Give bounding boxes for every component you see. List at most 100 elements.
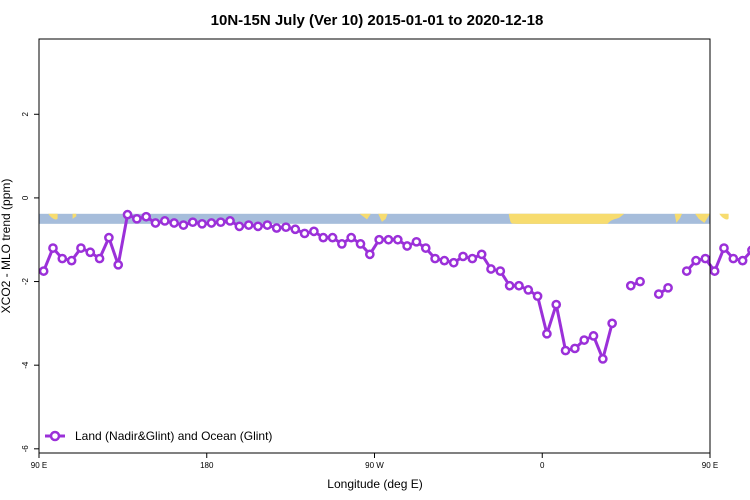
x-tick-label: 90 E — [702, 461, 718, 470]
data-point — [392, 234, 403, 245]
data-point — [346, 232, 357, 243]
data-point — [66, 255, 77, 266]
data-point — [355, 239, 366, 249]
data-point — [141, 211, 152, 222]
x-axis-title: Longitude (deg E) — [327, 477, 422, 491]
data-point — [542, 328, 552, 339]
x-tick-label: 180 — [200, 461, 214, 470]
data-point — [206, 218, 217, 228]
data-point — [448, 257, 459, 268]
x-axis: 90 E 180 90 W 0 90 E — [31, 453, 718, 470]
chart-title: 10N-15N July (Ver 10) 2015-01-01 to 2020… — [211, 12, 544, 29]
data-point — [327, 232, 338, 243]
data-point — [709, 266, 720, 276]
x-tick-label: 90 E — [31, 461, 47, 470]
data-point — [514, 280, 524, 291]
data-point — [402, 241, 412, 251]
data-point — [579, 335, 590, 345]
data-point — [234, 221, 245, 232]
series-line — [685, 246, 750, 273]
data-point — [262, 220, 273, 230]
land-shape — [508, 213, 625, 224]
data-point — [663, 282, 673, 293]
y-tick-label: -6 — [21, 445, 30, 453]
data-point — [653, 289, 664, 299]
data-point — [85, 247, 96, 258]
data-point — [504, 280, 515, 291]
legend-marker-swatch — [49, 430, 61, 442]
data-point — [495, 266, 506, 276]
data-point — [523, 285, 534, 295]
data-point — [299, 228, 310, 239]
data-point — [458, 251, 468, 262]
data-point — [225, 216, 235, 226]
land-shape — [378, 213, 388, 222]
land-shape — [48, 213, 58, 220]
data-point — [337, 239, 347, 249]
data-point — [476, 249, 487, 260]
data-point — [309, 226, 319, 237]
data-point — [281, 222, 291, 233]
land-shape — [674, 213, 683, 223]
data-point — [467, 253, 478, 264]
y-tick-label: -2 — [21, 277, 30, 285]
y-axis-title: XCO2 - MLO trend (ppm) — [0, 179, 13, 314]
data-point — [551, 299, 562, 310]
data-point — [719, 243, 729, 253]
y-tick-label: 0 — [21, 195, 30, 200]
data-point — [383, 234, 394, 245]
data-point — [411, 236, 422, 247]
x-tick-label: 90 W — [365, 461, 384, 470]
land-ocean-band — [39, 213, 729, 224]
data-point — [439, 255, 450, 266]
data-point — [486, 264, 496, 274]
data-point — [197, 218, 207, 229]
data-point — [374, 234, 385, 245]
legend-label: Land (Nadir&Glint) and Ocean (Glint) — [75, 429, 272, 443]
data-point — [420, 243, 431, 253]
legend: Land (Nadir&Glint) and Ocean (Glint) — [45, 429, 272, 443]
x-tick-label: 0 — [540, 461, 545, 470]
data-point — [597, 354, 608, 364]
data-point — [178, 220, 189, 230]
data-point — [364, 249, 375, 260]
land-shape — [719, 213, 729, 220]
data-point — [737, 255, 748, 266]
data-point — [681, 266, 692, 276]
land-shape — [72, 213, 77, 219]
data-point — [159, 216, 170, 226]
data-point — [691, 255, 701, 266]
data-point — [625, 280, 636, 291]
y-tick-label: 2 — [21, 111, 30, 116]
land-shape — [359, 213, 371, 220]
data-point — [57, 253, 68, 264]
data-point — [94, 253, 105, 264]
data-point — [607, 318, 617, 329]
data-point — [588, 331, 599, 341]
data-point — [430, 253, 440, 264]
data-point — [169, 218, 179, 228]
data-point — [48, 243, 58, 253]
data-point — [728, 253, 739, 264]
series-layer — [38, 209, 750, 364]
land-shape — [695, 213, 710, 223]
data-point — [253, 221, 263, 232]
y-tick-label: -4 — [21, 361, 30, 369]
data-point — [187, 217, 198, 228]
data-point — [113, 259, 124, 270]
y-axis: -6 -4 -2 0 2 — [21, 111, 39, 452]
data-point — [635, 276, 645, 287]
data-point — [243, 220, 254, 230]
data-point — [560, 345, 571, 356]
data-point — [150, 218, 161, 228]
data-point — [132, 213, 142, 224]
data-point — [76, 243, 86, 253]
data-point — [318, 232, 329, 243]
data-point — [532, 291, 543, 302]
data-point — [38, 266, 49, 276]
data-point — [700, 253, 711, 264]
data-point — [122, 209, 133, 220]
data-point — [570, 343, 580, 354]
data-point — [271, 223, 282, 233]
